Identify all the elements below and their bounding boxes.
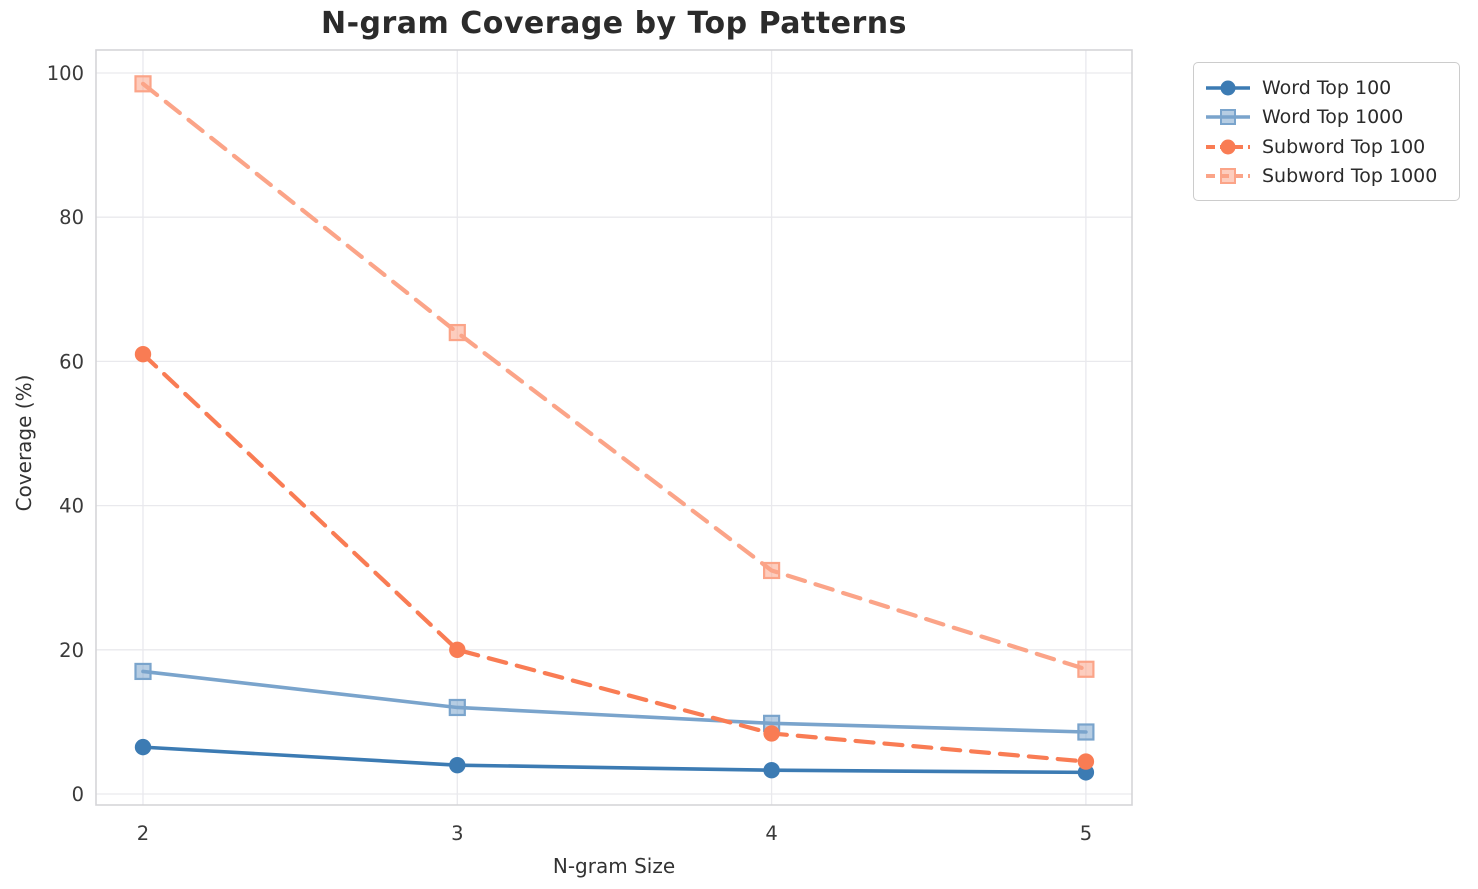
series-line-subword-top-100 [140, 352, 1089, 764]
y-axis-label: Coverage (%) [12, 374, 36, 512]
y-tick-label: 40 [59, 495, 84, 518]
marker-word-top-1000 [448, 698, 466, 717]
y-tick-label: 80 [59, 206, 84, 229]
marker-word-top-100 [763, 762, 780, 779]
marker-subword-top-1000 [448, 323, 466, 342]
series-line-subword-top-1000 [140, 81, 1089, 672]
legend-label: Word Top 1000 [1262, 106, 1404, 129]
y-tick-label: 0 [72, 783, 84, 806]
marker-word-top-100 [134, 738, 152, 756]
y-tick-label: 20 [59, 639, 84, 662]
chart-title: N-gram Coverage by Top Patterns [320, 6, 908, 41]
series-line-word-top-1000 [141, 669, 1088, 734]
marker-word-top-1000 [1077, 723, 1095, 741]
marker-word-top-1000 [134, 662, 152, 681]
y-tick-label: 60 [59, 350, 84, 373]
legend-item: Word Top 100 [1204, 73, 1447, 103]
legend-label: Subword Top 1000 [1262, 165, 1438, 188]
marker-subword-top-100 [134, 345, 152, 363]
legend-sample-marker [1220, 139, 1236, 155]
plot-border [95, 49, 1133, 806]
legend-item: Subword Top 1000 [1204, 162, 1447, 192]
legend-item: Word Top 1000 [1204, 103, 1447, 133]
legend-sample-marker [1220, 109, 1236, 126]
x-tick-label: 2 [137, 822, 149, 845]
legend-sample-subword-top-100-icon [1206, 139, 1250, 155]
legend-sample-subword-top-1000-icon [1206, 168, 1250, 185]
legend-sample-word-top-100-icon [1206, 80, 1250, 96]
series-line-word-top-100 [141, 745, 1088, 775]
marker-subword-top-100 [449, 641, 466, 658]
legend-label: Subword Top 100 [1262, 135, 1426, 158]
legend-sample-marker [1220, 80, 1236, 96]
y-tick-label: 100 [47, 62, 84, 85]
marker-subword-top-100 [1077, 753, 1095, 770]
marker-word-top-100 [449, 756, 466, 774]
legend-sample-word-top-1000-icon [1206, 109, 1250, 126]
x-axis-label: N-gram Size [552, 854, 676, 878]
marker-subword-top-1000 [134, 75, 152, 93]
marker-subword-top-100 [763, 725, 780, 742]
x-tick-label: 5 [1080, 822, 1092, 845]
marker-subword-top-1000 [1077, 660, 1095, 678]
x-tick-label: 3 [451, 822, 463, 845]
legend-sample-marker [1220, 168, 1236, 185]
legend-item: Subword Top 100 [1204, 132, 1447, 162]
legend-label: Word Top 100 [1262, 76, 1392, 99]
marker-subword-top-1000 [762, 561, 781, 580]
legend: Word Top 100 Word Top 1000 Subword Top 1… [1193, 62, 1460, 201]
x-tick-label: 4 [765, 822, 777, 845]
